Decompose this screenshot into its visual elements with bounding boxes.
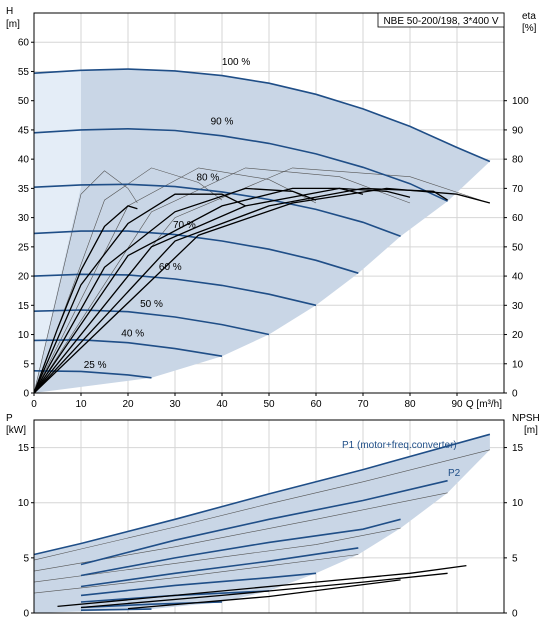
top-right-tick-label-2: 20 [512, 330, 524, 341]
top-right-tick-label-0: 0 [512, 389, 518, 400]
top-left-tick-label-6: 30 [18, 213, 30, 224]
p2-label: P2 [448, 468, 461, 479]
operating-envelope [34, 69, 490, 393]
p1-curve-4 [80, 572, 317, 597]
speed-label-7: 100 % [222, 57, 250, 68]
x-tick-label-6: 60 [310, 399, 322, 410]
bot-right-tick-label-1: 5 [512, 553, 518, 564]
head-curve-3 [33, 273, 317, 307]
speed-label-0: 25 % [84, 360, 107, 371]
title-box [377, 12, 505, 28]
head-curve-2 [33, 309, 270, 336]
power-envelope [34, 434, 490, 613]
top-right-tick-label-10: 100 [512, 96, 529, 107]
top-right-tick-label-4: 40 [512, 272, 524, 283]
top-right-axis-title-1: eta [522, 11, 536, 22]
head-curve-7 [33, 68, 491, 163]
top-right-tick-label-3: 30 [512, 301, 524, 312]
efficiency-curve-0 [33, 205, 138, 394]
top-left-tick-label-11: 55 [18, 67, 30, 78]
bot-right-axis-title-2: [m] [524, 425, 538, 436]
top-left-tick-label-8: 40 [18, 155, 30, 166]
top-left-tick-label-12: 60 [18, 38, 30, 49]
p2-curve-2 [33, 527, 401, 583]
x-tick-label-5: 50 [263, 399, 275, 410]
bot-left-tick-label-0: 0 [23, 609, 29, 620]
efficiency-curve-3 [33, 187, 364, 394]
npsh-curve-1 [80, 572, 448, 609]
head-curve-5 [33, 183, 401, 238]
x-tick-label-1: 10 [75, 399, 87, 410]
top-right-tick-label-8: 80 [512, 155, 524, 166]
speed-label-2: 50 % [140, 299, 163, 310]
top-left-tick-label-0: 0 [23, 389, 29, 400]
efficiency-curve-1 [33, 193, 246, 394]
thin-curve-1 [33, 167, 223, 394]
top-right-tick-label-1: 10 [512, 359, 524, 370]
top-left-tick-label-1: 5 [23, 359, 29, 370]
top-left-tick-label-2: 10 [18, 330, 30, 341]
thin-curve-0 [33, 170, 138, 394]
top-right-tick-label-6: 60 [512, 213, 524, 224]
bot-right-axis-title-1: NPSH [512, 413, 540, 424]
bot-left-tick-label-1: 5 [23, 553, 29, 564]
speed-label-5: 80 % [197, 173, 220, 184]
head-curve-6 [33, 127, 448, 202]
top-left-tick-label-10: 50 [18, 96, 30, 107]
bot-left-tick-label-3: 15 [18, 443, 30, 454]
x-tick-label-8: 80 [404, 399, 416, 410]
npsh-curve-0 [57, 564, 467, 608]
npsh-curve-2 [127, 579, 401, 610]
head-curve-4 [33, 230, 359, 274]
p2-curve-0 [33, 449, 490, 561]
top-left-tick-label-5: 25 [18, 242, 30, 253]
efficiency-curve-6 [33, 187, 491, 394]
speed-label-3: 60 % [159, 262, 182, 273]
p1-curve-1 [80, 479, 448, 566]
top-right-tick-label-9: 90 [512, 125, 524, 136]
x-tick-label-4: 40 [216, 399, 228, 410]
speed-label-1: 40 % [121, 329, 144, 340]
bot-left-tick-label-2: 10 [18, 498, 30, 509]
speed-label-4: 70 % [173, 220, 196, 231]
bot-right-tick-label-2: 10 [512, 498, 524, 509]
x-tick-label-3: 30 [169, 399, 181, 410]
bot-left-axis-title-1: P [6, 413, 13, 424]
top-left-tick-label-3: 15 [18, 301, 30, 312]
bot-right-tick-label-3: 15 [512, 443, 524, 454]
top-left-axis-title-1: H [6, 6, 13, 17]
efficiency-curve-4 [33, 187, 411, 394]
bottom-plot-frame [33, 419, 505, 614]
x-tick-label-7: 70 [357, 399, 369, 410]
x-tick-label-9: 90 [451, 399, 463, 410]
bot-right-tick-label-0: 0 [512, 609, 518, 620]
x-tick-label-2: 20 [122, 399, 134, 410]
speed-label-6: 90 % [211, 116, 234, 127]
p1-curve-2 [80, 518, 401, 577]
top-right-tick-label-5: 50 [512, 242, 524, 253]
p1-curve-0 [33, 433, 491, 556]
x-tick-label-0: 0 [31, 399, 37, 410]
p1-curve-7 [80, 608, 152, 611]
top-right-tick-label-7: 70 [512, 184, 524, 195]
thin-curve-2 [33, 167, 317, 394]
p2-curve-3 [33, 554, 359, 594]
top-left-tick-label-7: 35 [18, 184, 30, 195]
thin-curve-3 [33, 167, 411, 394]
top-left-tick-label-4: 20 [18, 272, 30, 283]
p1-curve-3 [80, 547, 359, 588]
top-left-tick-label-9: 45 [18, 125, 30, 136]
p1-label: P1 (motor+freq.converter) [342, 440, 457, 451]
head-curve-1 [33, 338, 223, 357]
top-right-axis-title-2: [%] [522, 23, 537, 34]
chart-title: NBE 50-200/198, 3*400 V [383, 16, 498, 27]
bot-left-axis-title-2: [kW] [6, 425, 26, 436]
top-left-axis-title-2: [m] [6, 19, 20, 30]
efficiency-curve-2 [33, 187, 317, 394]
x-axis-label: Q [m³/h] [466, 399, 502, 410]
